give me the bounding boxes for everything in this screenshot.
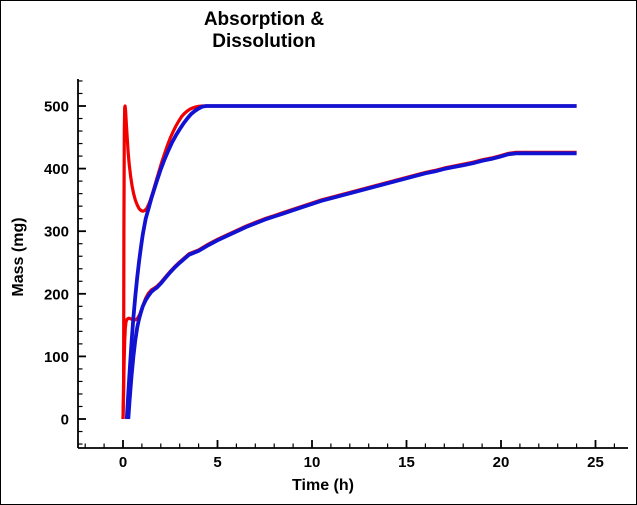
chart-title-line1: Absorption & (203, 9, 325, 30)
y-tick-label: 500 (44, 99, 69, 116)
y-tick-label: 300 (44, 224, 69, 241)
x-tick-label: 20 (493, 454, 510, 471)
y-axis-title: Mass (mg) (10, 217, 27, 296)
chart-title: Absorption & Dissolution (1, 9, 527, 53)
x-tick-label: 15 (398, 454, 415, 471)
x-tick-label: 10 (304, 454, 321, 471)
y-tick-label: 0 (61, 412, 69, 429)
x-tick-label: 5 (213, 454, 221, 471)
dissolution-blue-curve (124, 104, 577, 420)
y-tick-label: 100 (44, 349, 69, 366)
x-tick-label: 25 (587, 454, 604, 471)
x-tick-label: 0 (119, 454, 127, 471)
absorption-blue-curve (126, 151, 577, 420)
x-axis-title: Time (h) (292, 477, 354, 494)
y-tick-label: 200 (44, 286, 69, 303)
chart-title-line2: Dissolution (212, 31, 316, 52)
y-tick-label: 400 (44, 161, 69, 178)
